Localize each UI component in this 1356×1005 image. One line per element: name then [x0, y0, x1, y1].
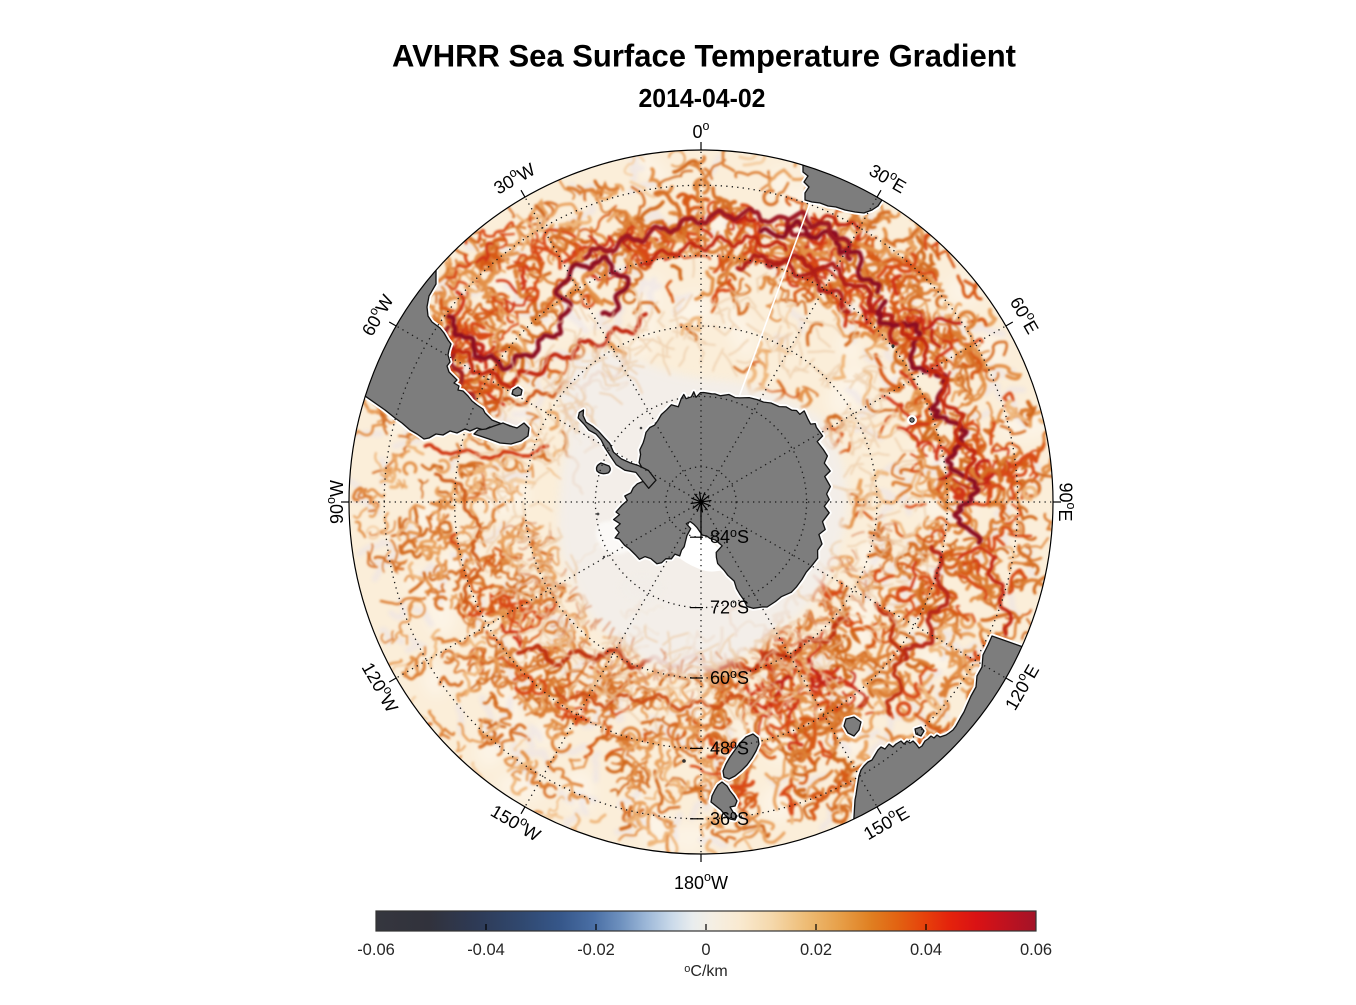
svg-text:AVHRR Sea Surface Temperature: AVHRR Sea Surface Temperature Gradient — [392, 38, 1016, 74]
svg-text:72oS: 72oS — [710, 597, 749, 618]
svg-text:0.02: 0.02 — [800, 941, 832, 959]
svg-text:90oW: 90oW — [324, 480, 346, 524]
svg-text:2014-04-02: 2014-04-02 — [639, 85, 766, 113]
svg-text:-0.06: -0.06 — [357, 941, 395, 959]
svg-text:0: 0 — [701, 941, 710, 959]
svg-text:48oS: 48oS — [710, 737, 749, 758]
svg-text:-0.04: -0.04 — [467, 941, 505, 959]
svg-text:60oS: 60oS — [710, 667, 749, 688]
svg-text:oC/km: oC/km — [684, 963, 727, 980]
svg-text:-0.02: -0.02 — [577, 941, 615, 959]
svg-text:0.04: 0.04 — [910, 941, 942, 959]
svg-text:36oS: 36oS — [710, 808, 749, 829]
svg-text:84oS: 84oS — [710, 526, 749, 547]
svg-text:0.06: 0.06 — [1020, 941, 1052, 959]
svg-text:180oW: 180oW — [674, 870, 728, 892]
svg-text:90oE: 90oE — [1055, 483, 1077, 522]
